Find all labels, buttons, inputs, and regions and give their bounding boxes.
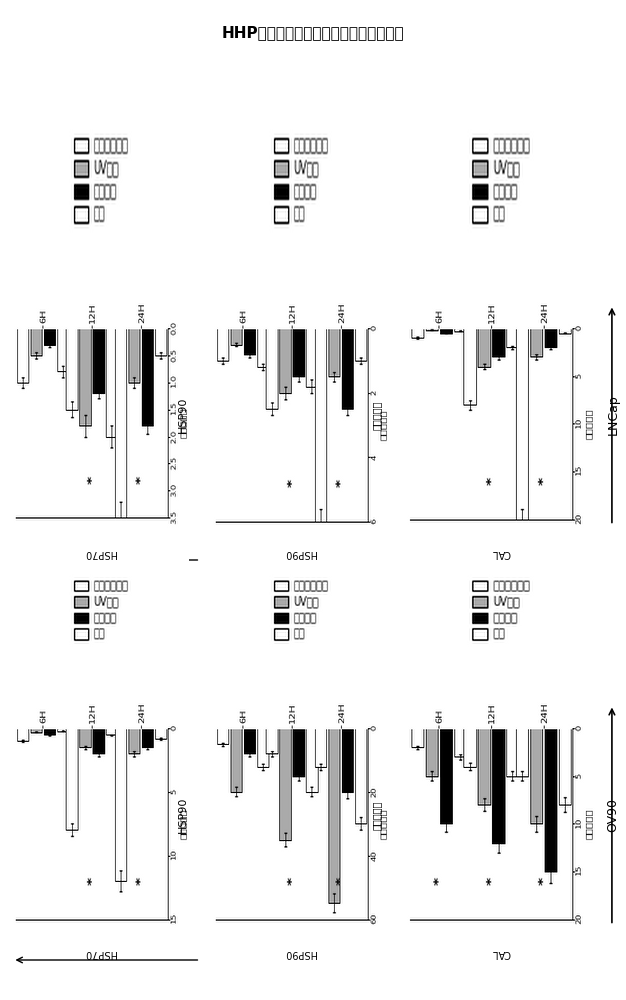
Text: 鸣网织蛋白: 鸣网织蛋白 — [372, 400, 382, 430]
Text: HSP90: HSP90 — [178, 397, 188, 433]
Text: HSP90: HSP90 — [178, 797, 188, 833]
Text: HSP90: HSP90 — [285, 548, 316, 558]
Text: HSP70: HSP70 — [85, 548, 116, 558]
Text: OV90: OV90 — [607, 798, 620, 832]
Text: HHP处理后免疫原性细胞死亡标记的表达: HHP处理后免疫原性细胞死亡标记的表达 — [222, 25, 404, 40]
Text: HSP70: HSP70 — [85, 948, 116, 958]
Text: LNCap: LNCap — [607, 395, 620, 435]
Text: CAL: CAL — [491, 948, 510, 958]
Text: HSP90: HSP90 — [285, 948, 316, 958]
Text: CAL: CAL — [491, 548, 510, 558]
Text: 鸣网织蛋白: 鸣网织蛋白 — [372, 800, 382, 830]
